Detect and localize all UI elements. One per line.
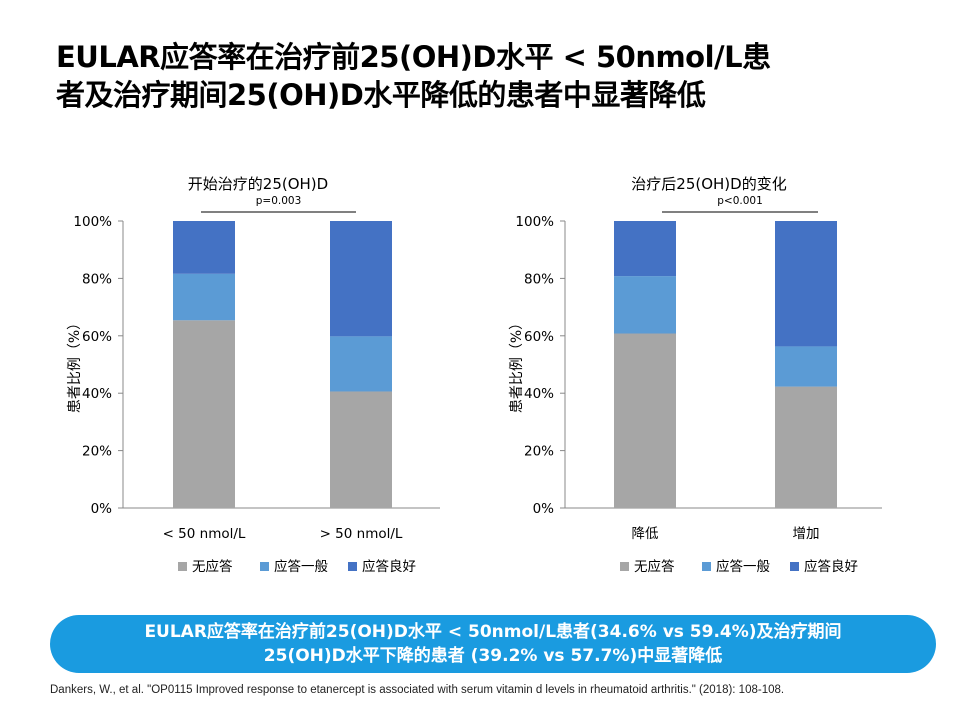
chart1-y-tick-label: 40% (82, 386, 112, 402)
chart2-bar-1-segment-2 (614, 276, 676, 334)
chart2-legend-swatch (790, 562, 799, 571)
chart1-legend-label: 无应答 (192, 558, 233, 575)
chart2-bar-1-segment-1 (614, 333, 676, 508)
chart2-x-tick-label: 降低 (632, 526, 660, 542)
chart2-p-value: p<0.001 (717, 195, 763, 207)
chart2-bar-2-segment-3 (775, 221, 837, 347)
chart1-y-tick-label: 20% (82, 444, 112, 460)
slide-title-line-2: 者及治疗期间25(OH)D水平降低的患者中显著降低 (56, 78, 706, 112)
chart2-y-tick-label: 0% (533, 501, 555, 517)
chart1-legend-swatch (178, 562, 187, 571)
chart2-y-tick-label: 100% (515, 214, 554, 230)
chart1-legend-swatch (260, 562, 269, 571)
chart1-legend-swatch (348, 562, 357, 571)
chart2-bar-2-segment-2 (775, 346, 837, 387)
chart1-legend-label: 应答一般 (274, 558, 328, 575)
conclusion-line-2: 25(OH)D水平下降的患者 (39.2% vs 57.7%)中显著降低 (263, 646, 723, 666)
chart2-y-axis-label: 患者比例（%） (509, 316, 525, 413)
charts-canvas: 开始治疗的25(OH)D p=0.003 0% 20% 40% 60% 80% 100% 患者比… (67, 175, 882, 575)
chart1-p-value: p=0.003 (256, 195, 302, 207)
chart2-legend-swatch (702, 562, 711, 571)
chart1-y-axis-label: 患者比例（%） (67, 316, 83, 413)
chart1-y-tick-label: 0% (91, 501, 113, 517)
chart1-bar-1-segment-2 (173, 273, 235, 321)
chart2-y-tick-label: 20% (524, 444, 554, 460)
reference-citation: Dankers, W., et al. "OP0115 Improved res… (50, 684, 785, 696)
chart1-bar-1-segment-3 (173, 221, 235, 274)
chart1-bar-1-segment-1 (173, 320, 235, 508)
chart1-x-tick-label: > 50 nmol/L (320, 526, 403, 542)
chart1-title: 开始治疗的25(OH)D (188, 175, 328, 193)
conclusion-banner: EULAR应答率在治疗前25(OH)D水平 < 50nmol/L患者(34.6%… (50, 615, 936, 673)
chart2-legend-label: 应答良好 (804, 558, 858, 575)
chart1-bar-2-segment-1 (330, 391, 392, 508)
chart1-x-tick-label: < 50 nmol/L (163, 526, 246, 542)
slide-title-line-1: EULAR应答率在治疗前25(OH)D水平 < 50nmol/L患 (56, 40, 771, 74)
chart2-y-tick-label: 60% (524, 329, 554, 345)
chart2-y-tick-label: 40% (524, 386, 554, 402)
chart2-x-tick-label: 增加 (793, 526, 820, 542)
chart2-y-tick-label: 80% (524, 271, 554, 287)
chart1-bar-2-segment-3 (330, 221, 392, 337)
chart2-bar-2-segment-1 (775, 386, 837, 508)
chart1-y-tick-label: 60% (82, 329, 112, 345)
chart2-legend-label: 应答一般 (716, 558, 770, 575)
chart2-bar-1-segment-3 (614, 221, 676, 277)
chart1-bar-2-segment-2 (330, 336, 392, 392)
chart2-title: 治疗后25(OH)D的变化 (631, 175, 786, 193)
conclusion-line-1: EULAR应答率在治疗前25(OH)D水平 < 50nmol/L患者(34.6%… (144, 622, 842, 642)
chart2-legend-swatch (620, 562, 629, 571)
chart1-y-tick-label: 80% (82, 271, 112, 287)
slide-title: EULAR应答率在治疗前25(OH)D水平 < 50nmol/L患 者及治疗期间… (56, 38, 916, 114)
chart1-legend-label: 应答良好 (362, 558, 416, 575)
chart1-y-tick-label: 100% (73, 214, 112, 230)
chart2-legend-label: 无应答 (634, 558, 675, 575)
